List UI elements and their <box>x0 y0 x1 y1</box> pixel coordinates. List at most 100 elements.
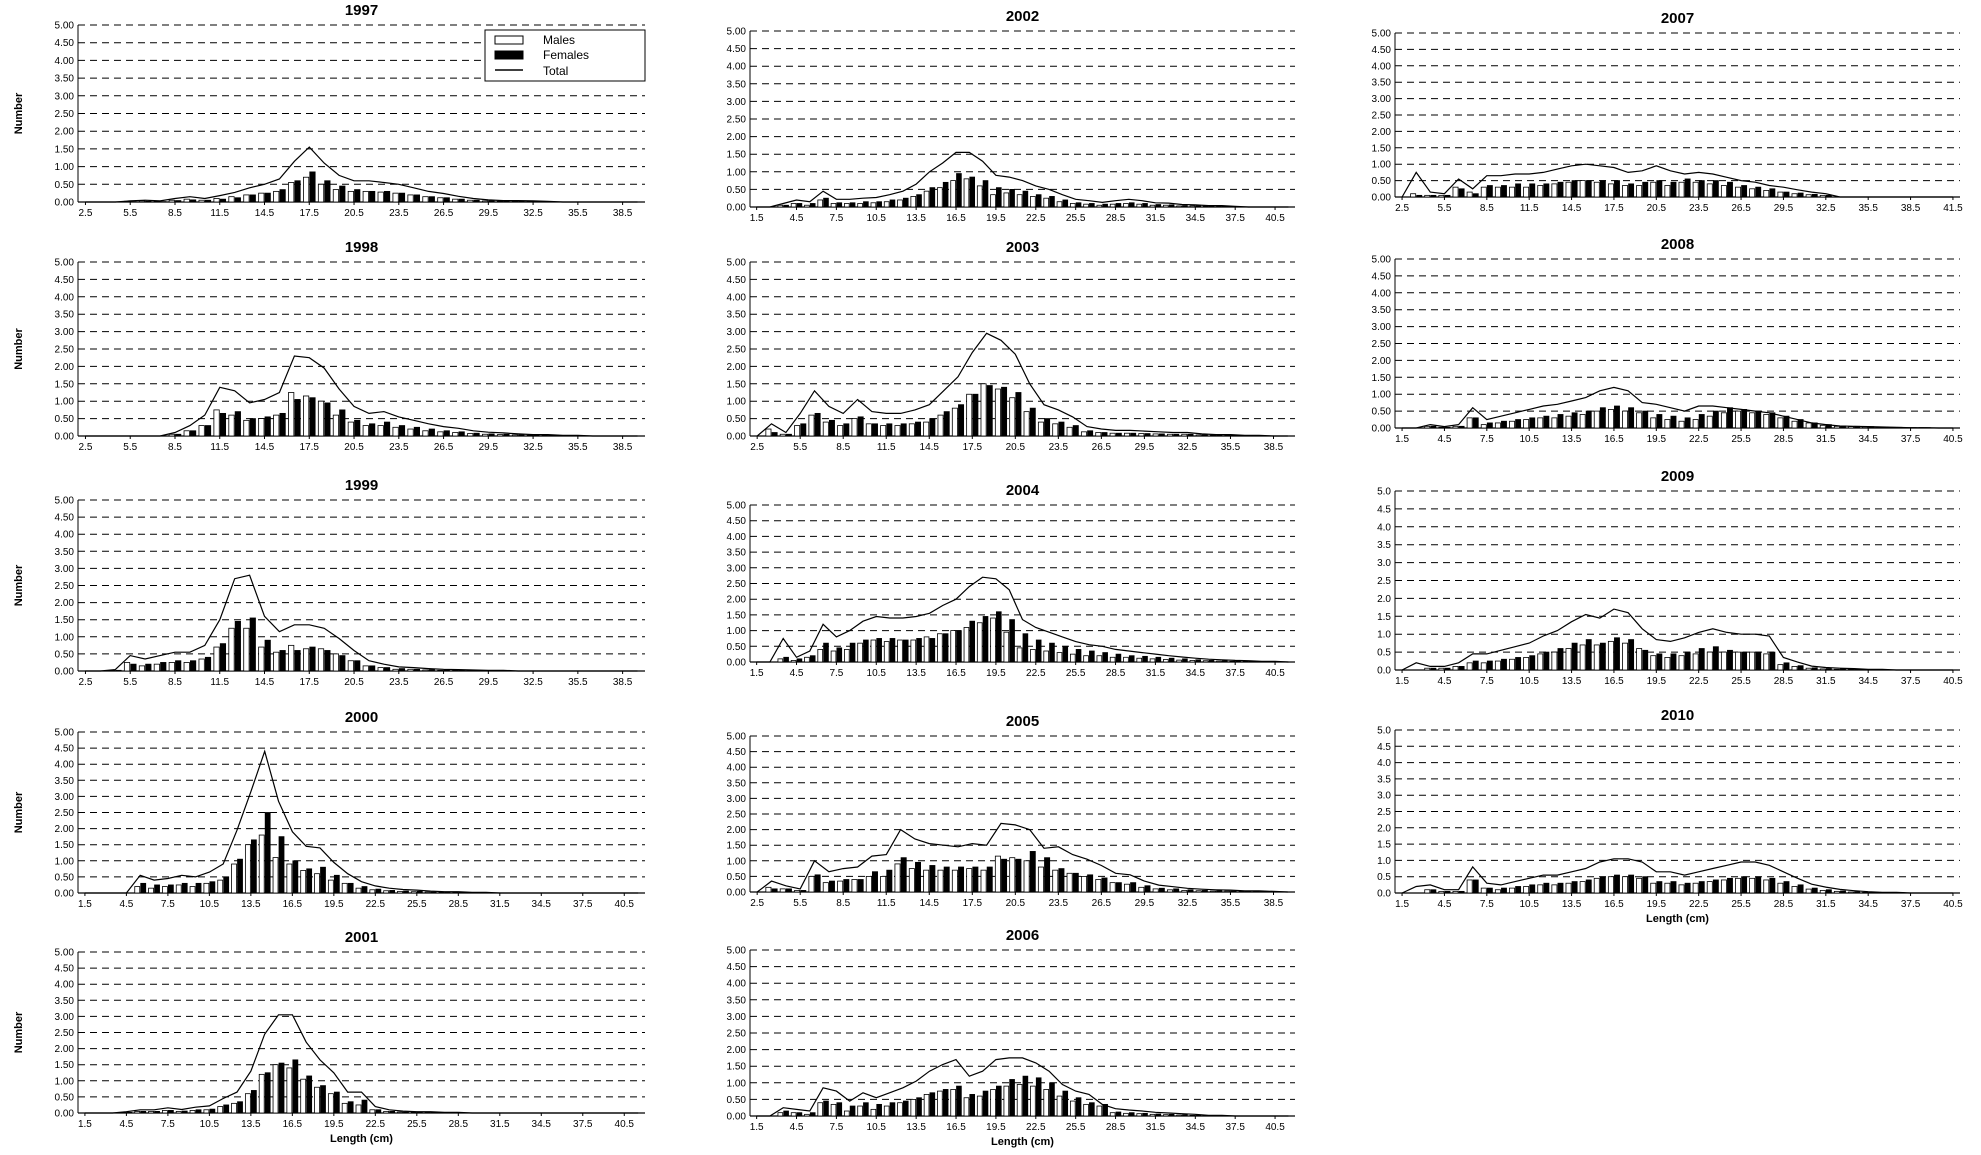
bar-males <box>1593 181 1600 198</box>
bar-females <box>115 669 122 672</box>
bar-males <box>1622 876 1628 894</box>
bar-females <box>929 187 936 208</box>
bar-males <box>937 187 943 208</box>
bar-males <box>332 653 340 672</box>
bar-females <box>1115 203 1122 208</box>
bar-males <box>437 669 444 672</box>
bar-males <box>1466 662 1473 671</box>
bar-females <box>1230 890 1237 893</box>
bar-males <box>317 648 325 672</box>
bar-males <box>332 189 340 203</box>
bar-males <box>1523 186 1530 198</box>
bar-males <box>231 1102 237 1114</box>
bar-males <box>1424 425 1431 429</box>
bar-males <box>990 617 996 663</box>
bar-males <box>134 886 141 894</box>
x-tick-label: 1.5 <box>78 1119 92 1130</box>
x-tick-label: 5.5 <box>793 898 807 909</box>
bar-females <box>1684 417 1691 429</box>
bar-males <box>1123 656 1129 663</box>
y-tick-label: 4.50 <box>727 962 747 973</box>
y-tick-label: 5.00 <box>55 258 75 269</box>
bar-males <box>134 1110 141 1114</box>
bar-females <box>1049 196 1055 208</box>
bar-females <box>785 433 792 437</box>
y-tick-label: 4.00 <box>727 532 747 543</box>
bar-males <box>976 1095 983 1117</box>
bar-females <box>1486 660 1493 671</box>
bar-males <box>937 633 943 663</box>
y-tick-label: 5.00 <box>727 732 747 743</box>
bar-males <box>908 868 915 893</box>
x-tick-label: 31.5 <box>490 1119 510 1130</box>
bar-males <box>1109 1112 1116 1117</box>
y-tick-label: 3.50 <box>727 778 747 789</box>
y-tick-label: 4.00 <box>55 292 75 303</box>
bar-females <box>1216 434 1223 437</box>
bar-females <box>956 173 962 208</box>
bar-females <box>972 393 979 437</box>
bar-females <box>982 616 989 663</box>
x-tick-label: 8.5 <box>168 442 182 453</box>
bar-females <box>354 419 361 437</box>
bar-females <box>324 650 331 672</box>
bar-males <box>496 434 504 437</box>
y-tick-label: 2.50 <box>727 810 747 821</box>
bar-females <box>1797 665 1804 671</box>
x-tick-label: 13.5 <box>241 899 261 910</box>
x-tick-label: 13.5 <box>241 1119 261 1130</box>
bar-males <box>1224 434 1231 437</box>
bar-females <box>1557 882 1564 894</box>
bar-males <box>1509 887 1515 894</box>
bar-females <box>1022 633 1029 663</box>
y-tick-label: 5.00 <box>1372 29 1392 40</box>
y-tick-label: 5.00 <box>55 948 75 959</box>
x-tick-label: 25.5 <box>1731 676 1751 687</box>
x-tick-label: 38.5 <box>1901 203 1921 214</box>
bar-males <box>397 1111 403 1114</box>
bar-males <box>1181 433 1188 437</box>
bar-females <box>1168 204 1175 208</box>
bar-females <box>458 431 465 437</box>
x-tick-label: 37.5 <box>1225 213 1245 224</box>
bar-males <box>1650 181 1657 198</box>
bar-females <box>145 200 152 203</box>
bar-females <box>1158 433 1165 437</box>
bar-males <box>857 203 863 208</box>
bar-males <box>1016 647 1023 663</box>
bar-males <box>1056 652 1063 663</box>
chart-panel-2004: 2004 5.00 4.50 4.00 3.50 3.00 2.50 2.00 1.50 1.00… <box>727 482 1295 679</box>
bar-males <box>980 869 987 893</box>
bar-females <box>1783 191 1790 198</box>
bar-males <box>1791 666 1798 671</box>
bar-females <box>398 425 406 437</box>
bar-females <box>1044 418 1051 437</box>
bar-males <box>1833 668 1840 671</box>
y-tick-label: 2.50 <box>1372 111 1392 122</box>
x-tick-label: 14.5 <box>255 677 275 688</box>
chart-panel-2002: 2002 5.00 4.50 4.00 3.50 3.00 2.50 2.00 1.50 1.00… <box>727 8 1295 224</box>
bar-males <box>1109 656 1116 663</box>
y-tick-label: 0.00 <box>727 888 747 899</box>
x-tick-label: 7.5 <box>1480 676 1494 687</box>
y-tick-label: 1.50 <box>1372 373 1392 384</box>
bar-females <box>1599 642 1606 671</box>
bar-males <box>777 204 784 208</box>
bar-females <box>443 197 450 203</box>
bar-males <box>1466 417 1473 429</box>
bar-males <box>976 185 983 208</box>
bar-females <box>1035 639 1042 663</box>
x-tick-label: 13.5 <box>906 213 926 224</box>
bar-males <box>424 1111 431 1114</box>
bar-females <box>1840 668 1846 671</box>
y-tick-label: 0.50 <box>55 1092 75 1103</box>
x-tick-label: 5.5 <box>123 208 137 219</box>
bar-females <box>1049 642 1055 663</box>
bar-males <box>1593 644 1600 671</box>
bar-males <box>1720 185 1727 198</box>
bar-females <box>1529 655 1536 671</box>
x-tick-label: 14.5 <box>255 442 275 453</box>
bar-males <box>994 388 1001 437</box>
bar-males <box>397 890 403 894</box>
